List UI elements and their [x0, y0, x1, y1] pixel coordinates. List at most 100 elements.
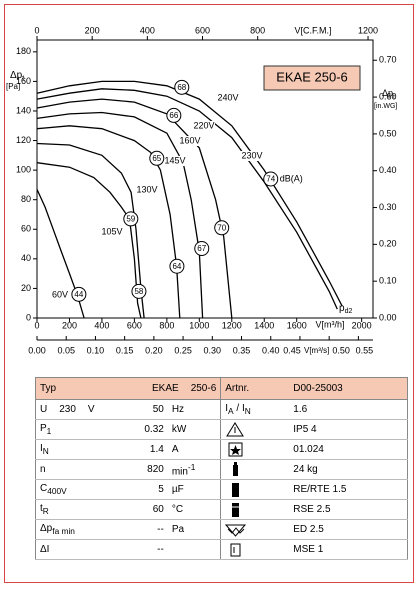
fan-curve: [36, 88, 338, 310]
text-part: -1: [187, 461, 196, 472]
x3-tick-label: 0.40: [262, 345, 280, 355]
y-axis-label: Δpt: [10, 70, 24, 83]
text-part: I: [241, 403, 245, 414]
curve-label-bg: [241, 151, 263, 161]
table-row: U 230 V 50 Hz IA / IN 1.6: [35, 399, 408, 420]
fan-curve: [36, 142, 145, 319]
table-cell: P1: [35, 419, 122, 440]
y2-tick-label: 0.20: [379, 239, 397, 249]
x3-tick-label: 0.30: [204, 345, 222, 355]
text-part: P: [40, 423, 47, 434]
curve-label: 220V: [193, 120, 214, 130]
table-cell: 50: [122, 399, 168, 420]
table-cell: min-1: [167, 459, 221, 480]
cell-text: °C: [171, 504, 184, 515]
curve-label: 145V: [164, 155, 185, 165]
table-cell: 1.4: [122, 439, 168, 460]
x3-tick-label: 0.45: [283, 345, 301, 355]
x2-tick-label: 400: [140, 25, 155, 35]
y2-tick-label: 0.10: [379, 276, 397, 286]
curve-label: 105V: [101, 226, 122, 236]
x-tick-label: 1000: [189, 320, 209, 330]
x-tick-label: 1600: [287, 320, 307, 330]
x3-tick-label: 0.00: [28, 345, 46, 355]
curve-label-bg: [179, 136, 201, 146]
chart: EKAE 250-6 V[m³/h] V[C.F.M.] V[m³/s] [Pa…: [6, 25, 397, 355]
header-text: Artnr.: [225, 383, 250, 394]
x3-tick-label: 0.10: [87, 345, 105, 355]
text-part: min: [171, 466, 188, 478]
table-cell: 0.32: [122, 419, 168, 440]
table-cell: [220, 499, 290, 520]
table-row: n 820 min-1 24 kg: [35, 459, 408, 480]
x3-tick-label: 0.55: [356, 345, 374, 355]
table-cell: IN: [35, 439, 122, 460]
curve-label: 230V: [241, 150, 262, 160]
cell-text: kW: [171, 424, 187, 435]
page-border: [4, 4, 414, 583]
plot-frame: [36, 39, 374, 319]
text-part: I: [225, 403, 229, 414]
header-text: D00-25003: [293, 383, 343, 394]
cell-text: Hz: [171, 404, 185, 415]
header-text: EKAE: [152, 383, 179, 394]
spec-icon: [232, 482, 240, 497]
header-cell: EKAE 250-6: [122, 377, 221, 400]
x-tick-label: 1400: [254, 320, 274, 330]
fan-curve: [36, 125, 181, 319]
cell-text: MSE 1: [293, 544, 324, 555]
sound-level-label: 70: [217, 223, 226, 232]
x2-tick-label: 600: [195, 25, 210, 35]
x3-tick-label: 0.35: [233, 345, 251, 355]
table-cell: tR: [35, 499, 122, 520]
sound-level-label: 67: [197, 244, 206, 253]
table-cell: °C: [167, 499, 221, 520]
table-row: IN 1.4 A 01.024: [35, 439, 408, 460]
x-tick-label: 2000: [352, 320, 372, 330]
sound-level-label: 74: [266, 175, 275, 184]
x-tick-label: 0: [34, 320, 39, 330]
table-cell: Pa: [167, 519, 221, 540]
sound-level-label: 65: [152, 154, 161, 163]
table-cell: µF: [167, 479, 221, 500]
sound-level-marker: [214, 220, 230, 236]
cell-text: 60: [152, 504, 164, 515]
x3-tick-label: 0.50: [332, 345, 350, 355]
x3-tick-label: 0.15: [116, 345, 134, 355]
text-part: Δp: [40, 523, 53, 534]
table-cell: kW: [167, 419, 221, 440]
table-cell: [220, 539, 290, 560]
y-tick-label: 120: [16, 135, 31, 145]
cell-text: 1.4: [149, 444, 164, 455]
table-row: P1 0.32 kW IP5 4: [35, 419, 408, 440]
fan-curve: [36, 80, 343, 307]
table-cell: MSE 1: [289, 539, 408, 560]
y-tick-label: 40: [21, 253, 31, 263]
curve-label-bg: [49, 290, 71, 300]
curve-label: 240V: [217, 92, 238, 102]
table-row: Δpfa min -- Pa ED 2.5: [35, 519, 408, 540]
table-cell: Δpfa min: [35, 519, 122, 540]
table-cell: 01.024: [289, 439, 408, 460]
x2-tick-label: 200: [85, 25, 100, 35]
cell-text: 1.6: [293, 404, 308, 415]
text-part: I: [40, 443, 43, 454]
y-tick-label: 0: [26, 312, 31, 322]
table-cell: IA / IN: [220, 399, 290, 420]
table-cell: 60: [122, 499, 168, 520]
text-part: n: [40, 464, 46, 475]
sound-level-marker: [166, 107, 182, 123]
text-part: t: [22, 75, 24, 82]
text-part: Δp: [10, 70, 23, 81]
spec-icon: [230, 502, 242, 517]
spec-icon: [226, 421, 245, 436]
sound-level-label: 66: [169, 111, 178, 120]
table-cell: ΔI: [35, 539, 122, 560]
table-cell: ED 2.5: [289, 519, 408, 540]
sound-level-marker: [71, 286, 87, 302]
header-text: 250-6: [190, 383, 217, 394]
y-tick-label: 20: [21, 283, 31, 293]
text-part: N: [244, 406, 251, 416]
table-cell: n: [35, 459, 122, 480]
